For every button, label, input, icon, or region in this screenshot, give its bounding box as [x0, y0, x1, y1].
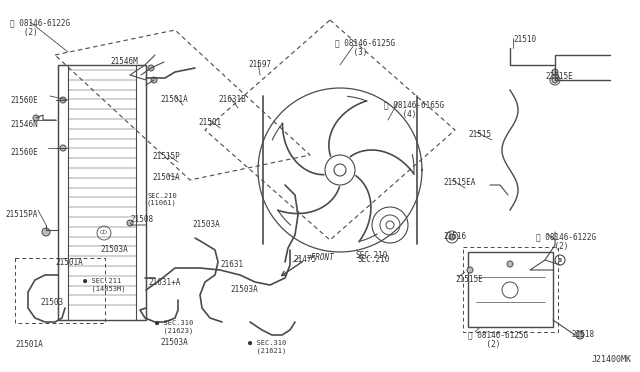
Text: J21400MK: J21400MK [592, 355, 632, 364]
Text: ● SEC.310
  (21623): ● SEC.310 (21623) [155, 320, 193, 334]
Text: 21503A: 21503A [160, 338, 188, 347]
Text: Ⓑ 08146-6122G
   (2): Ⓑ 08146-6122G (2) [10, 18, 70, 38]
Text: 21510: 21510 [513, 35, 536, 44]
Circle shape [42, 228, 50, 236]
Text: 21597: 21597 [248, 60, 271, 69]
Text: 21631: 21631 [220, 260, 243, 269]
Text: B: B [558, 257, 562, 263]
Text: 21508: 21508 [130, 215, 153, 224]
Text: 21475: 21475 [293, 255, 316, 264]
Text: 21516: 21516 [443, 232, 466, 241]
Text: 21501A: 21501A [152, 173, 180, 182]
Text: 21501A: 21501A [160, 95, 188, 104]
Circle shape [552, 69, 558, 75]
Circle shape [148, 65, 154, 71]
Bar [58, 65, 146, 320]
Circle shape [552, 77, 558, 83]
Text: SEC.210: SEC.210 [358, 255, 390, 264]
Bar [15, 258, 105, 323]
Text: 21501A: 21501A [15, 340, 43, 349]
Text: 21503A: 21503A [100, 245, 128, 254]
Text: ● SEC.211
  (14053M): ● SEC.211 (14053M) [83, 278, 125, 292]
Text: 21515EA: 21515EA [443, 178, 476, 187]
Text: 21515E: 21515E [455, 275, 483, 284]
Circle shape [507, 261, 513, 267]
Text: 21503A: 21503A [192, 220, 220, 229]
Text: Ⓑ 08146-6125G
    (2): Ⓑ 08146-6125G (2) [468, 330, 528, 349]
Circle shape [151, 77, 157, 83]
Text: 21631B: 21631B [218, 95, 246, 104]
Text: 21515P: 21515P [152, 152, 180, 161]
Circle shape [449, 234, 455, 240]
Text: 21503: 21503 [40, 298, 63, 307]
Text: ● SEC.310
  (21621): ● SEC.310 (21621) [248, 340, 286, 353]
Text: 21560E: 21560E [10, 148, 38, 157]
Circle shape [60, 97, 66, 103]
Bar [136, 65, 146, 320]
Text: CD: CD [100, 231, 108, 235]
Bar [58, 65, 68, 320]
Circle shape [127, 220, 133, 226]
Bar [468, 252, 553, 327]
Text: 21503A: 21503A [230, 285, 258, 294]
Text: 21631+A: 21631+A [148, 278, 180, 287]
Text: SEC.210: SEC.210 [355, 250, 387, 260]
Text: 21515: 21515 [468, 130, 491, 139]
Circle shape [467, 267, 473, 273]
Text: 21501A: 21501A [55, 258, 83, 267]
Text: Ⓑ 08146-6165G
    (4): Ⓑ 08146-6165G (4) [384, 100, 444, 119]
Text: SEC.210
(11061): SEC.210 (11061) [147, 193, 177, 206]
Text: 21515E: 21515E [545, 72, 573, 81]
Text: Ⓑ 08146-6122G
    (2): Ⓑ 08146-6122G (2) [536, 232, 596, 251]
Text: ←FRONT: ←FRONT [307, 253, 335, 263]
Text: 21546M: 21546M [110, 57, 138, 66]
Text: 21515PA: 21515PA [5, 210, 37, 219]
Circle shape [60, 145, 66, 151]
Circle shape [576, 331, 584, 339]
Text: 21501: 21501 [198, 118, 221, 127]
Circle shape [33, 115, 39, 121]
Text: 21560E: 21560E [10, 96, 38, 105]
Text: 21546N: 21546N [10, 120, 38, 129]
Bar [463, 247, 558, 332]
Text: Ⓑ 08146-6125G
    (3): Ⓑ 08146-6125G (3) [335, 38, 395, 57]
Text: 21518: 21518 [571, 330, 594, 339]
